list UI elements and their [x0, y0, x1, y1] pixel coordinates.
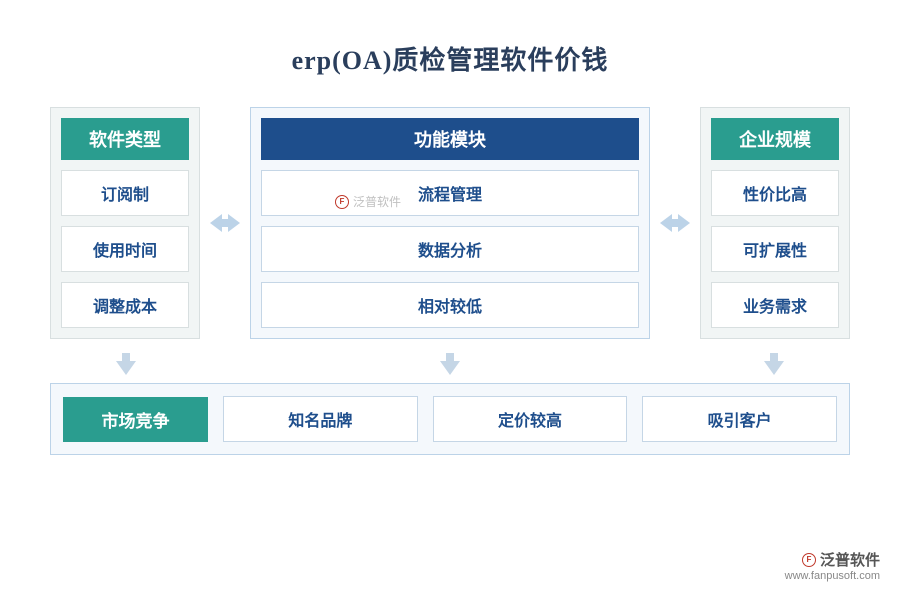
item-usage-time: 使用时间	[61, 226, 189, 272]
arrow-down-left	[116, 361, 136, 375]
item-high-pricing: 定价较高	[433, 396, 628, 442]
item-business-needs: 业务需求	[711, 282, 839, 328]
watermark-brand-center: 泛普软件	[353, 193, 401, 210]
item-scalability: 可扩展性	[711, 226, 839, 272]
page-title: erp(OA)质检管理软件价钱	[50, 40, 850, 77]
item-attract-customers: 吸引客户	[642, 396, 837, 442]
main-columns-row: 软件类型 订阅制 使用时间 调整成本 功能模块 流程管理 数据分析 相对较低	[50, 107, 850, 339]
arrow-down-right	[764, 361, 784, 375]
watermark-bottom: F 泛普软件 www.fanpusoft.com	[785, 549, 880, 582]
header-enterprise-scale: 企业规模	[711, 118, 839, 160]
item-adjust-cost: 调整成本	[61, 282, 189, 328]
header-market-competition: 市场竞争	[63, 397, 208, 442]
column-software-type: 软件类型 订阅制 使用时间 调整成本	[50, 107, 200, 339]
bottom-row-market: 市场竞争 知名品牌 定价较高 吸引客户	[50, 383, 850, 455]
item-cost-effective: 性价比高	[711, 170, 839, 216]
watermark-center: F 泛普软件	[335, 193, 401, 210]
logo-icon-bottom: F	[802, 553, 816, 567]
arrow-left-center	[203, 118, 248, 328]
item-data-analysis: 数据分析	[261, 226, 639, 272]
header-software-type: 软件类型	[61, 118, 189, 160]
arrow-center-right	[653, 118, 698, 328]
arrow-down-center	[440, 361, 460, 375]
item-relatively-low: 相对较低	[261, 282, 639, 328]
watermark-url: www.fanpusoft.com	[785, 570, 880, 582]
column-function-module: 功能模块 流程管理 数据分析 相对较低	[250, 107, 650, 339]
logo-icon: F	[335, 195, 349, 209]
item-process-mgmt: 流程管理	[261, 170, 639, 216]
item-subscription: 订阅制	[61, 170, 189, 216]
item-famous-brand: 知名品牌	[223, 396, 418, 442]
watermark-brand-bottom: 泛普软件	[820, 549, 880, 570]
down-arrows-row	[50, 347, 850, 375]
column-enterprise-scale: 企业规模 性价比高 可扩展性 业务需求	[700, 107, 850, 339]
header-function-module: 功能模块	[261, 118, 639, 160]
